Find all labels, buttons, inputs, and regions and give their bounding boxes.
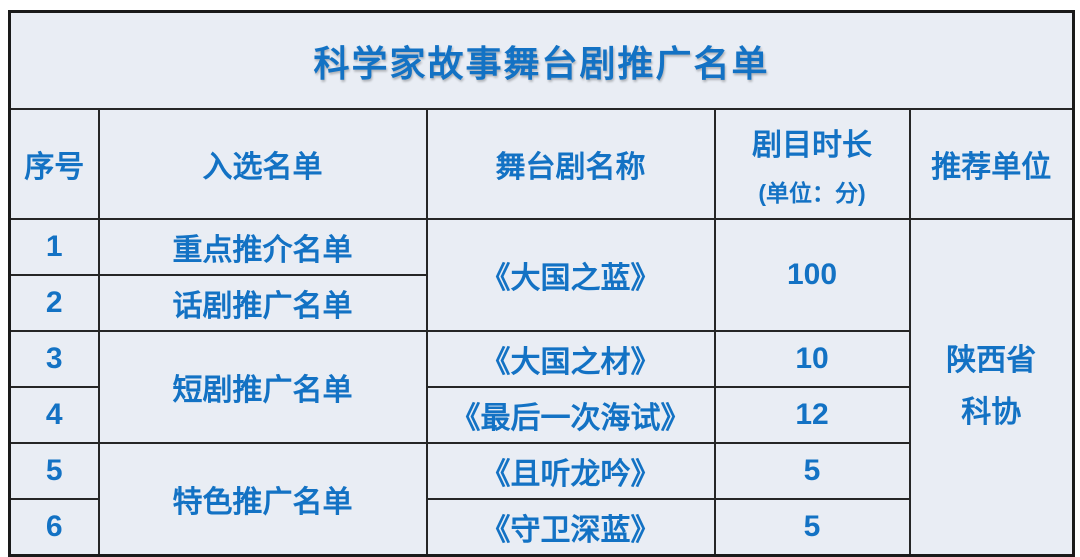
title-row: 科学家故事舞台剧推广名单 [8,10,1075,110]
cell-category-1: 重点推介名单 [97,218,428,276]
promotion-table: 科学家故事舞台剧推广名单 序号 入选名单 舞台剧名称 剧目时长 (单位：分) 推… [8,10,1076,557]
cell-play-6: 《守卫深蓝》 [425,498,716,557]
duration-header-unit: (单位：分) [758,180,866,206]
table-row-6: 6 《守卫深蓝》 5 [8,498,1074,557]
cell-duration-4: 12 [713,386,911,444]
cell-duration-3: 10 [713,330,911,388]
cell-no-2: 2 [8,274,100,332]
cell-duration-5: 5 [713,442,911,500]
duration-header-title: 剧目时长 [752,129,872,162]
col-header-play: 舞台剧名称 [425,108,716,220]
col-header-org: 推荐单位 [908,108,1075,220]
header-row: 序号 入选名单 舞台剧名称 剧目时长 (单位：分) 推荐单位 [8,108,1075,220]
table-row-3: 3 短剧推广名单 《大国之材》 10 [8,330,1074,444]
cell-category-2: 话剧推广名单 [97,274,428,332]
col-header-category: 入选名单 [97,108,428,220]
table-row-5: 5 特色推广名单 《且听龙吟》 5 [8,442,1074,557]
cell-category-5-6: 特色推广名单 [97,442,428,557]
cell-no-4: 4 [8,386,100,444]
cell-no-5: 5 [8,442,100,500]
cell-play-3: 《大国之材》 [425,330,716,388]
cell-play-1-2: 《大国之蓝》 [425,218,716,332]
cell-category-3-4: 短剧推广名单 [97,330,428,444]
cell-no-3: 3 [8,330,100,388]
cell-play-5: 《且听龙吟》 [425,442,716,500]
table-row-2: 2 话剧推广名单 [8,274,1074,332]
col-header-no: 序号 [8,108,100,220]
table-title: 科学家故事舞台剧推广名单 [8,10,1075,110]
cell-org: 陕西省 科协 [908,218,1075,557]
col-header-duration: 剧目时长 (单位：分) [713,108,911,220]
cell-duration-6: 5 [713,498,911,557]
cell-no-1: 1 [8,218,100,276]
cell-no-6: 6 [8,498,100,557]
table-row-1: 1 重点推介名单 《大国之蓝》 100 陕西省 科协 [8,218,1075,557]
cell-duration-1-2: 100 [713,218,911,332]
table-row-4: 4 《最后一次海试》 12 [8,386,1074,444]
cell-play-4: 《最后一次海试》 [425,386,716,444]
